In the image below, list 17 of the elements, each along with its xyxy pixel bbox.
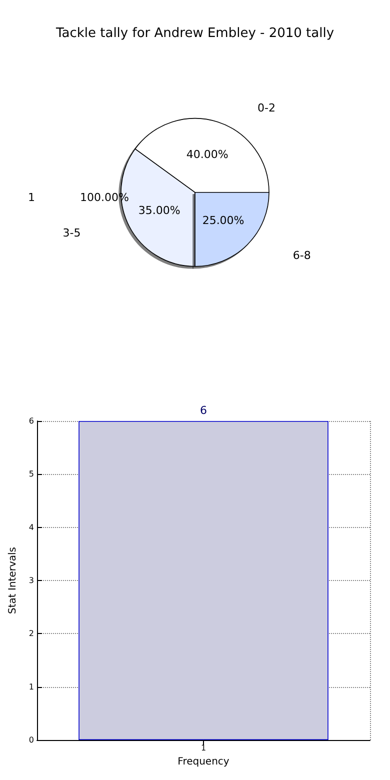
- y-tick-label: 0: [28, 736, 34, 744]
- y-tick-label: 1: [28, 682, 34, 692]
- y-tick-label: 2: [28, 629, 34, 638]
- slice-label: 6-8: [292, 248, 311, 262]
- data-label: 6: [200, 404, 207, 417]
- data-label: 40.00%: [186, 148, 228, 161]
- y-tick-label: 3: [28, 576, 34, 585]
- slice-label: 0-2: [258, 101, 276, 114]
- y-tick-label: 6: [28, 416, 34, 426]
- y-axis-title: Stat Intervals: [8, 546, 18, 614]
- y-tick-label: 4: [28, 522, 34, 532]
- data-label: 25.00%: [202, 214, 244, 228]
- x-axis-title: Frequency: [178, 756, 230, 768]
- y-tick-label: 5: [28, 470, 34, 479]
- chart-title: Tackle tally for Andrew Embley - 2010 tally: [54, 26, 334, 41]
- slice-label: 3-5: [62, 226, 81, 240]
- data-label: 35.00%: [138, 204, 180, 218]
